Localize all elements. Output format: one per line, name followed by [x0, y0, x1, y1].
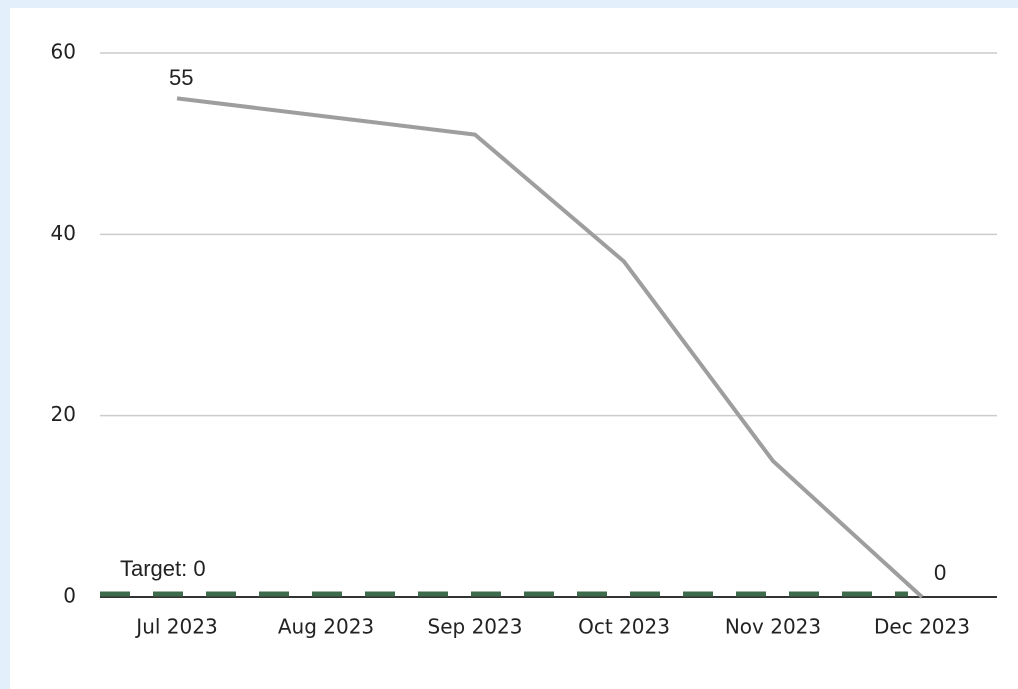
data-label: 0	[934, 560, 946, 585]
x-tick-label: Nov 2023	[725, 615, 821, 639]
line	[176, 96, 924, 599]
x-tick-label: Jul 2023	[134, 615, 217, 639]
data-label: 55	[169, 65, 193, 90]
x-tick-label: Dec 2023	[874, 615, 970, 639]
x-tick-label: Aug 2023	[278, 615, 374, 639]
y-tick-label: 40	[51, 221, 76, 245]
y-tick-label: 20	[51, 402, 76, 426]
y-tick-label: 60	[51, 40, 76, 64]
x-tick-label: Oct 2023	[578, 615, 670, 639]
x-tick-label: Sep 2023	[428, 615, 523, 639]
target-label: Target: 0	[120, 556, 206, 581]
panel	[10, 8, 1018, 689]
y-tick-label: 0	[63, 584, 76, 608]
